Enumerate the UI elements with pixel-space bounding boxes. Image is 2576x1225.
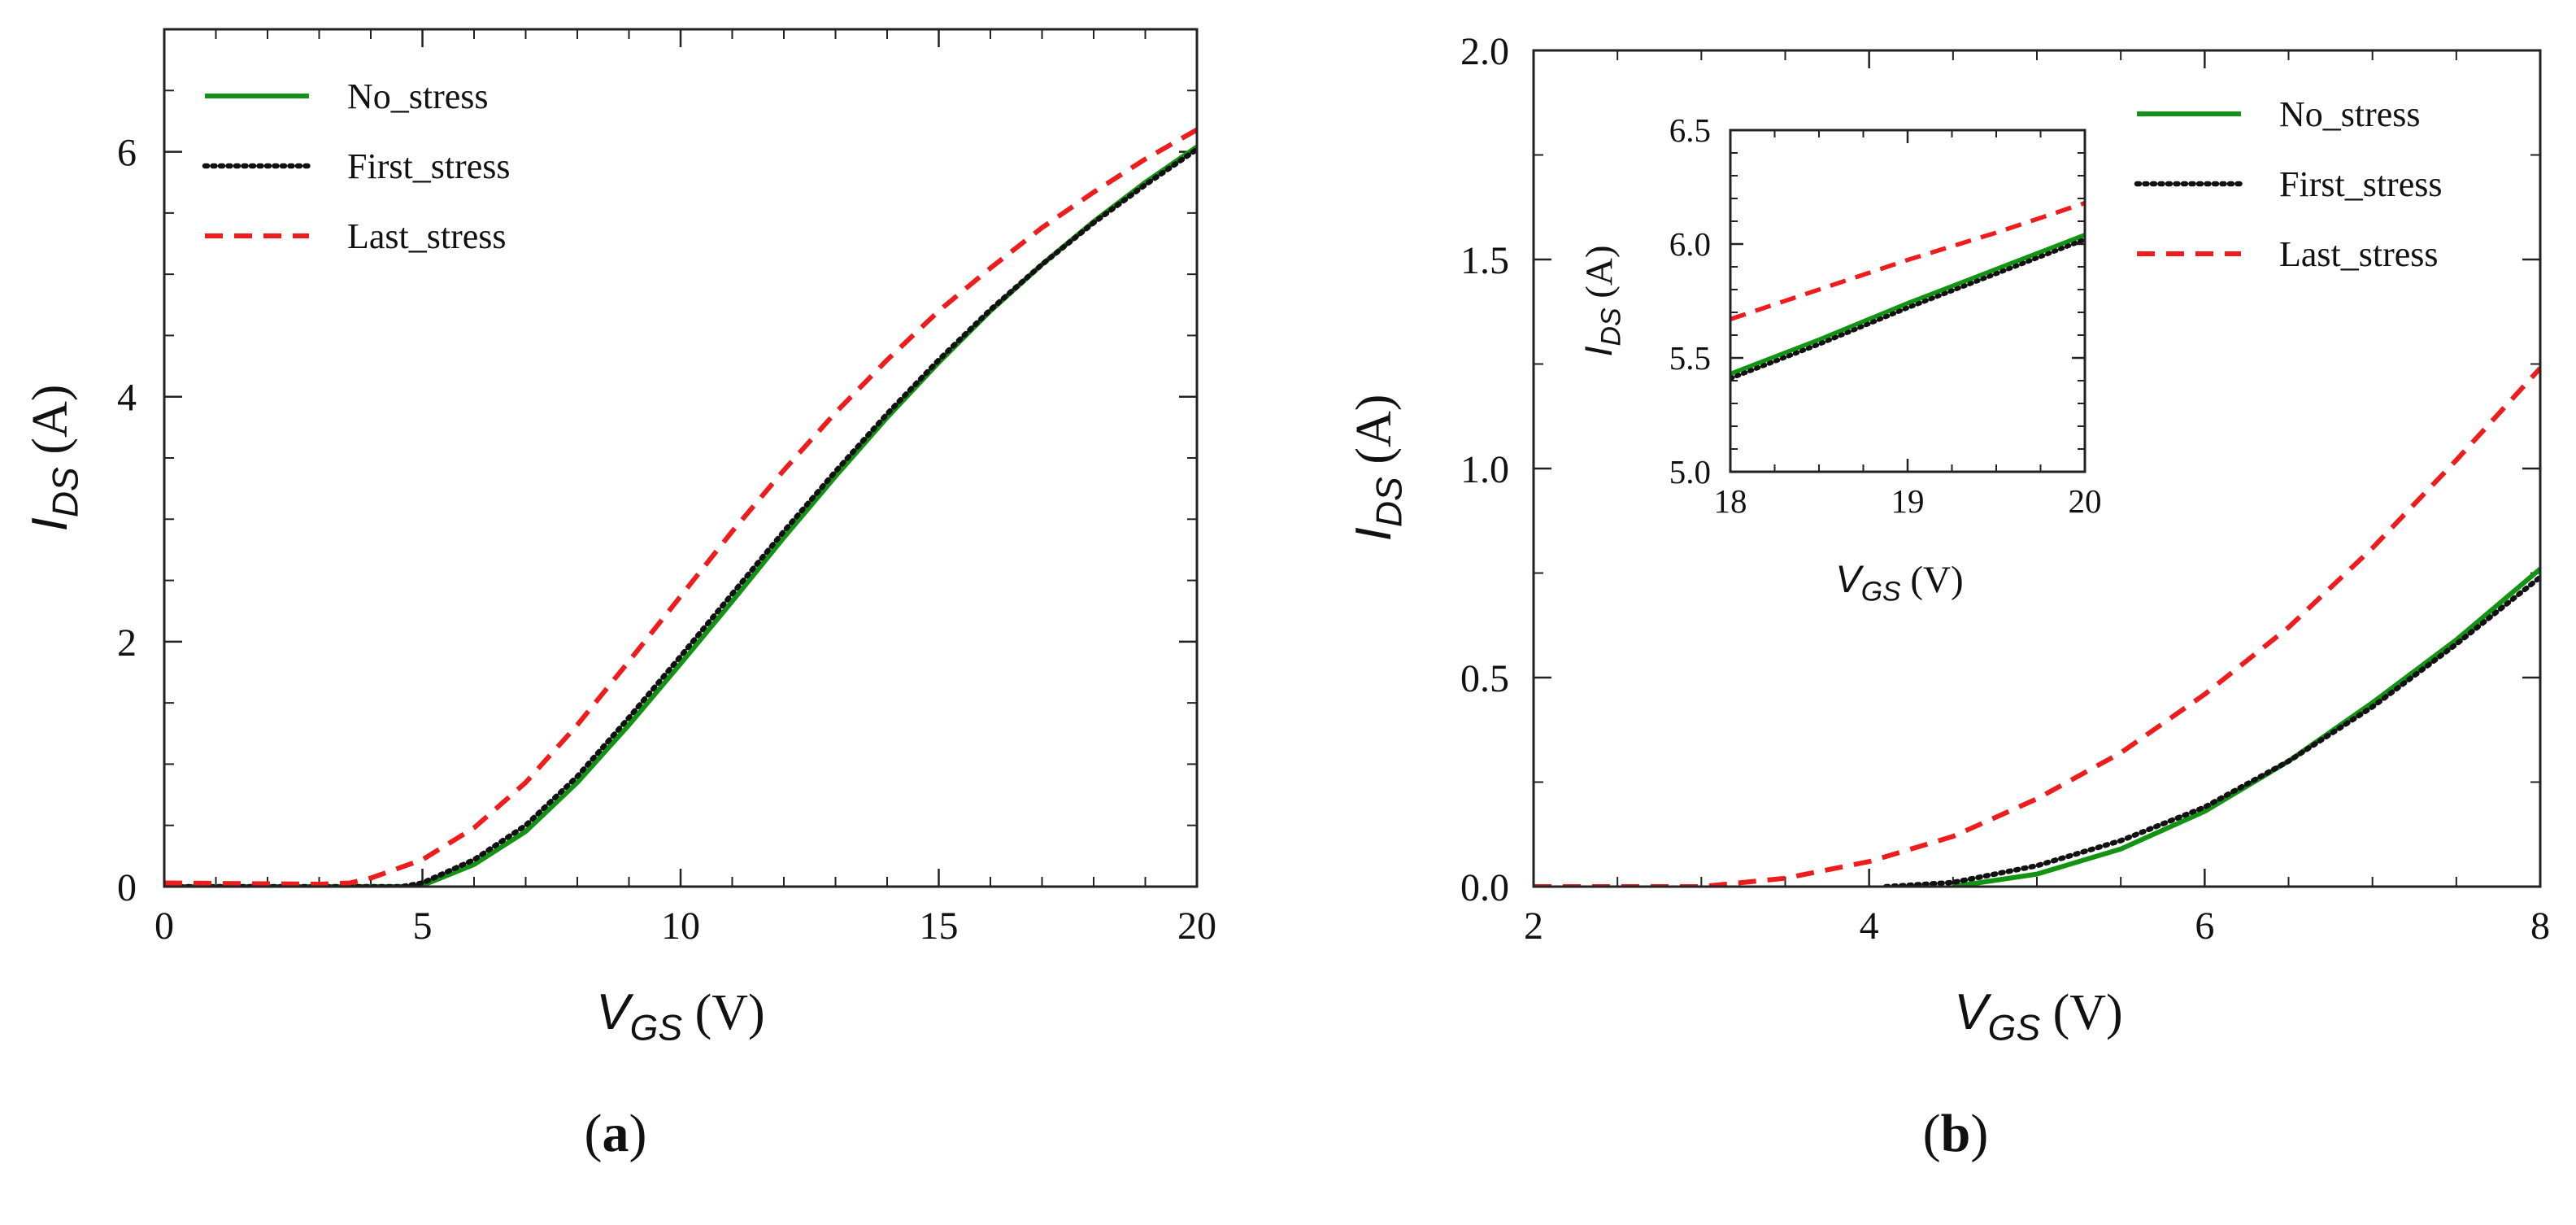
inset-axes: 18 19 20 5.0 5.5 6.0 6.5 (1669, 111, 2102, 520)
b-legend-label: First_stress (2279, 164, 2442, 204)
a-series-group (164, 127, 1197, 887)
inset-x-tick-label: 18 (1714, 482, 1747, 520)
a-x-tick-label: 20 (1177, 905, 1216, 948)
inset-x-axis-label: VGS (V) (1835, 557, 1963, 607)
b-series-no-stress (1952, 567, 2540, 887)
inset-y-axis-label-subscript: DS (1595, 307, 1626, 346)
inset-x-axis-label-symbol: V (1835, 557, 1864, 600)
b-x-tick-label: 6 (2195, 905, 2214, 948)
a-y-axis-label: IDS (A) (22, 385, 86, 532)
a-series-last-stress (164, 127, 1197, 887)
inset-series-first-stress (1730, 237, 2085, 381)
b-x-tick-label: 8 (2530, 905, 2550, 948)
b-y-axis-label-unit: (A) (1347, 395, 1402, 477)
b-legend-label: Last_stress (2279, 234, 2439, 274)
a-legend-label: First_stress (347, 146, 510, 186)
b-y-axis-label-symbol: I (1346, 527, 1402, 541)
a-series-first-stress (164, 146, 1197, 887)
a-axes: 0 5 10 15 20 0 2 4 6 (117, 28, 1216, 948)
b-y-axis-label: IDS (A) (1346, 395, 1410, 542)
a-caption-close: ) (629, 1104, 647, 1163)
a-y-axis-label-subscript: DS (46, 467, 86, 517)
inset-y-tick-label: 5.0 (1669, 453, 1711, 490)
inset-y-tick-label: 6.0 (1669, 225, 1711, 263)
inset-x-tick-label: 20 (2069, 482, 2102, 520)
b-series-last-stress (1534, 366, 2540, 887)
a-x-axis-label-subscript: GS (630, 1009, 683, 1048)
inset-series-group (1730, 201, 2085, 381)
a-y-tick-label: 6 (117, 132, 137, 175)
b-y-axis-label-subscript: DS (1370, 477, 1410, 527)
inset-x-axis-label-unit: (V) (1901, 559, 1964, 601)
a-series-no-stress (164, 145, 1197, 887)
inset-x-tick-label: 19 (1891, 482, 1925, 520)
inset-y-axis-label-symbol: I (1577, 346, 1620, 356)
panel-b: 2 4 6 8 0.0 0.5 1.0 1.5 2.0 No_stress First_stress… (1346, 30, 2550, 1048)
a-legend: No_stress First_stress Last_stress (202, 76, 510, 256)
b-caption-open: ( (1923, 1104, 1941, 1163)
b-frame (1532, 49, 2542, 888)
b-x-axis-label-subscript: GS (1988, 1009, 2041, 1048)
a-y-tick-label: 2 (117, 621, 137, 665)
inset-series-no-stress (1730, 233, 2085, 377)
a-x-tick-label: 10 (661, 905, 700, 948)
inset-y-tick-label: 6.5 (1669, 111, 1711, 149)
inset-y-axis-label: IDS (A) (1577, 245, 1626, 356)
panel-a: 0 5 10 15 20 0 2 4 6 No_stress First_stress Last_st… (22, 28, 1216, 1048)
b-x-axis-label-unit: (V) (2040, 985, 2123, 1040)
a-x-tick-label: 5 (413, 905, 433, 948)
a-y-tick-label: 4 (117, 377, 137, 420)
inset-x-axis-label-subscript: GS (1861, 576, 1901, 607)
a-y-axis-label-symbol: I (22, 517, 78, 531)
b-series-group (1534, 366, 2540, 887)
a-caption: (a) (585, 1104, 647, 1163)
b-series-first-stress (1883, 574, 2540, 887)
inset-series-last-stress (1730, 201, 2085, 321)
inset-frame (1729, 129, 2086, 473)
b-y-tick-label: 2.0 (1460, 30, 1509, 73)
a-x-axis-label-unit: (V) (682, 985, 765, 1040)
a-y-tick-label: 0 (117, 866, 137, 909)
b-x-tick-label: 2 (1524, 905, 1543, 948)
b-y-tick-label: 0.5 (1460, 657, 1509, 700)
a-legend-label: Last_stress (347, 216, 507, 256)
b-legend: No_stress First_stress Last_stress (2134, 94, 2442, 274)
b-y-tick-label: 1.5 (1460, 239, 1509, 282)
b-caption: (b) (1923, 1104, 1989, 1163)
a-legend-label: No_stress (347, 76, 489, 116)
b-x-tick-label: 4 (1860, 905, 1879, 948)
inset-y-axis-label-unit: (A) (1578, 245, 1621, 307)
b-y-tick-label: 0.0 (1460, 866, 1509, 909)
a-x-tick-label: 15 (920, 905, 959, 948)
inset-background (1659, 122, 2114, 610)
b-x-axis-label-symbol: V (1954, 984, 1992, 1040)
b-caption-letter: b (1941, 1104, 1971, 1163)
a-y-axis-label-unit: (A) (23, 385, 78, 468)
b-axes: 2 4 6 8 0.0 0.5 1.0 1.5 2.0 (1460, 30, 2550, 948)
b-caption-close: ) (1970, 1104, 1988, 1163)
b-x-axis-label: VGS (V) (1954, 984, 2122, 1048)
a-caption-open: ( (585, 1104, 603, 1163)
inset-y-tick-label: 5.5 (1669, 339, 1711, 377)
inset: 18 19 20 5.0 5.5 6.0 6.5 VGS (V) IDS (A) (1577, 111, 2102, 607)
a-x-tick-label: 0 (154, 905, 174, 948)
a-frame (163, 28, 1199, 888)
a-caption-letter: a (603, 1104, 629, 1163)
b-legend-label: No_stress (2279, 94, 2421, 134)
a-x-axis-label-symbol: V (596, 984, 634, 1040)
a-x-axis-label: VGS (V) (596, 984, 764, 1048)
b-y-tick-label: 1.0 (1460, 448, 1509, 491)
